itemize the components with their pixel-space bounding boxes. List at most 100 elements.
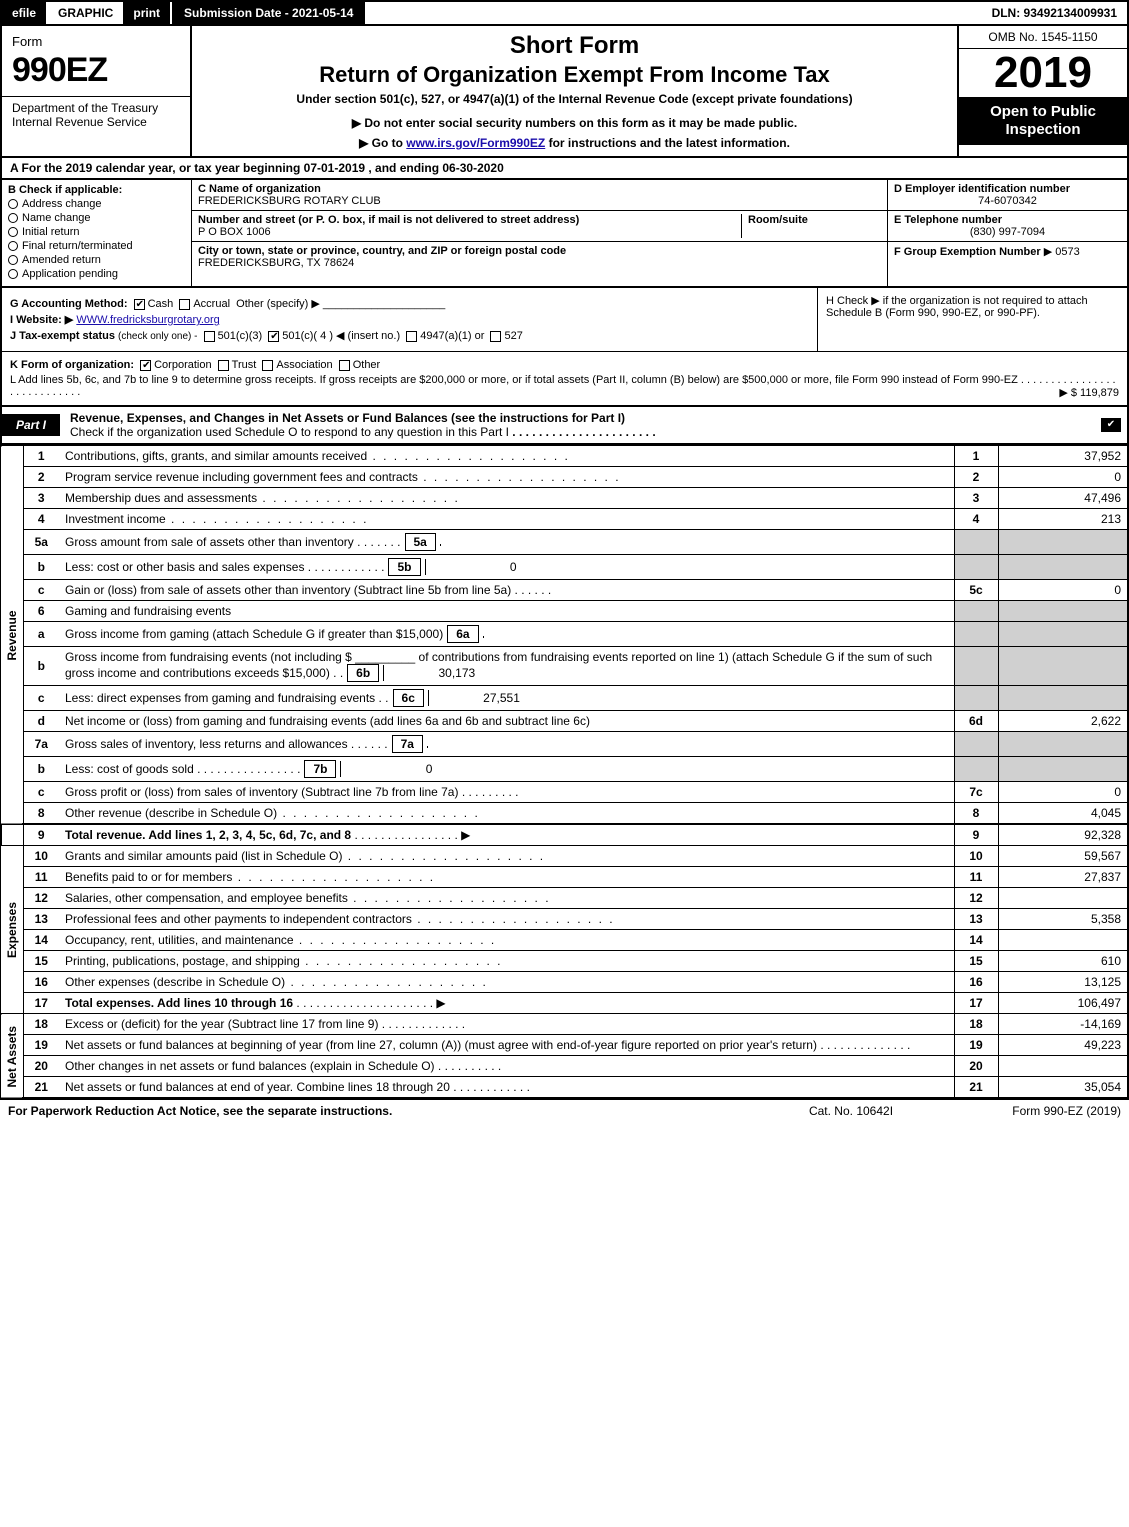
gross-receipts: ▶ $ 119,879: [1059, 386, 1119, 399]
table-row: 3Membership dues and assessments 347,496: [1, 488, 1128, 509]
chk-initial-return[interactable]: Initial return: [8, 226, 185, 238]
amt-2: 0: [998, 467, 1128, 488]
title-return: Return of Organization Exempt From Incom…: [212, 62, 937, 88]
goto-line: ▶ Go to www.irs.gov/Form990EZ for instru…: [212, 136, 937, 150]
table-row: 15Printing, publications, postage, and s…: [1, 951, 1128, 972]
table-row: 14Occupancy, rent, utilities, and mainte…: [1, 930, 1128, 951]
chk-application-pending[interactable]: Application pending: [8, 268, 185, 280]
chk-501c3[interactable]: [204, 331, 215, 342]
amt-9: 92,328: [998, 824, 1128, 846]
table-row: Expenses 10Grants and similar amounts pa…: [1, 846, 1128, 867]
table-row: 2Program service revenue including gover…: [1, 467, 1128, 488]
chk-501c[interactable]: [268, 331, 279, 342]
table-row: 11Benefits paid to or for members1127,83…: [1, 867, 1128, 888]
org-city: FREDERICKSBURG, TX 78624: [198, 257, 354, 269]
row-g: G Accounting Method: Cash Accrual Other …: [10, 297, 809, 310]
table-row: 16Other expenses (describe in Schedule O…: [1, 972, 1128, 993]
chk-final-return[interactable]: Final return/terminated: [8, 240, 185, 252]
amt-10: 59,567: [998, 846, 1128, 867]
table-row: 5a Gross amount from sale of assets othe…: [1, 530, 1128, 555]
table-row: 20Other changes in net assets or fund ba…: [1, 1056, 1128, 1077]
part1-header: Part I Revenue, Expenses, and Changes in…: [0, 407, 1129, 445]
table-row: cGain or (loss) from sale of assets othe…: [1, 580, 1128, 601]
org-name: FREDERICKSBURG ROTARY CLUB: [198, 195, 381, 207]
chk-cash[interactable]: [134, 299, 145, 310]
box-b: B Check if applicable: Address change Na…: [2, 180, 192, 286]
part1-badge: Part I: [2, 414, 60, 436]
row-j: J Tax-exempt status (check only one) - 5…: [10, 329, 809, 342]
table-row: Revenue 1 Contributions, gifts, grants, …: [1, 446, 1128, 467]
chk-corp[interactable]: [140, 360, 151, 371]
amt-12: [998, 888, 1128, 909]
part1-table: Revenue 1 Contributions, gifts, grants, …: [0, 445, 1129, 1099]
amt-11: 27,837: [998, 867, 1128, 888]
amt-21: 35,054: [998, 1077, 1128, 1099]
amt-8: 4,045: [998, 803, 1128, 825]
amt-13: 5,358: [998, 909, 1128, 930]
footer-left: For Paperwork Reduction Act Notice, see …: [8, 1104, 761, 1118]
page-footer: For Paperwork Reduction Act Notice, see …: [0, 1099, 1129, 1122]
subamt-6b: 30,173: [383, 665, 483, 681]
rows-kl: K Form of organization: Corporation Trus…: [0, 352, 1129, 407]
table-row: 8Other revenue (describe in Schedule O) …: [1, 803, 1128, 825]
open-inspection: Open to Public Inspection: [959, 97, 1127, 145]
website-link[interactable]: WWW.fredricksburgrotary.org: [76, 314, 219, 326]
efile-button[interactable]: efile: [2, 2, 48, 24]
submission-date: Submission Date - 2021-05-14: [172, 2, 365, 24]
table-row: Net Assets 18Excess or (deficit) for the…: [1, 1014, 1128, 1035]
table-row: 7a Gross sales of inventory, less return…: [1, 732, 1128, 757]
box-c: C Name of organization FREDERICKSBURG RO…: [192, 180, 887, 286]
table-row: 17Total expenses. Add lines 10 through 1…: [1, 993, 1128, 1014]
irs-link[interactable]: www.irs.gov/Form990EZ: [406, 136, 545, 150]
dept-treasury: Department of the Treasury Internal Reve…: [2, 96, 190, 133]
info-grid: B Check if applicable: Address change Na…: [0, 180, 1129, 288]
row-h: H Check ▶ if the organization is not req…: [817, 288, 1127, 351]
amt-19: 49,223: [998, 1035, 1128, 1056]
chk-accrual[interactable]: [179, 299, 190, 310]
amt-18: -14,169: [998, 1014, 1128, 1035]
table-row: a Gross income from gaming (attach Sched…: [1, 622, 1128, 647]
subamt-6c: 27,551: [428, 690, 528, 706]
subamt-5b: 0: [425, 559, 525, 575]
table-row: 4Investment income 4213: [1, 509, 1128, 530]
box-def: D Employer identification number 74-6070…: [887, 180, 1127, 286]
chk-4947[interactable]: [406, 331, 417, 342]
amt-4: 213: [998, 509, 1128, 530]
amt-7c: 0: [998, 782, 1128, 803]
chk-527[interactable]: [490, 331, 501, 342]
table-row: 12Salaries, other compensation, and empl…: [1, 888, 1128, 909]
print-button[interactable]: print: [123, 2, 172, 24]
line-a-taxyear: A For the 2019 calendar year, or tax yea…: [0, 158, 1129, 180]
amt-20: [998, 1056, 1128, 1077]
chk-trust[interactable]: [218, 360, 229, 371]
table-row: 9Total revenue. Add lines 1, 2, 3, 4, 5c…: [1, 824, 1128, 846]
row-l: L Add lines 5b, 6c, and 7b to line 9 to …: [10, 374, 1119, 398]
revenue-side-label: Revenue: [1, 446, 23, 825]
form-header: Form 990EZ Department of the Treasury In…: [0, 26, 1129, 158]
rows-ghij: G Accounting Method: Cash Accrual Other …: [0, 288, 1129, 352]
chk-name-change[interactable]: Name change: [8, 212, 185, 224]
table-row: cGross profit or (loss) from sales of in…: [1, 782, 1128, 803]
chk-assoc[interactable]: [262, 360, 273, 371]
form-word: Form: [2, 26, 190, 51]
ein-value: 74-6070342: [894, 195, 1121, 207]
part1-scheduleo-chk[interactable]: ✔: [1101, 418, 1121, 432]
org-address: P O BOX 1006: [198, 226, 271, 238]
table-row: b Gross income from fundraising events (…: [1, 647, 1128, 686]
table-row: 21Net assets or fund balances at end of …: [1, 1077, 1128, 1099]
footer-formref: Form 990-EZ (2019): [941, 1104, 1121, 1118]
table-row: 6Gaming and fundraising events: [1, 601, 1128, 622]
amt-17: 106,497: [998, 993, 1128, 1014]
amt-6d: 2,622: [998, 711, 1128, 732]
amt-1: 37,952: [998, 446, 1128, 467]
dln-label: DLN: 93492134009931: [982, 2, 1127, 24]
chk-amended[interactable]: Amended return: [8, 254, 185, 266]
chk-address-change[interactable]: Address change: [8, 198, 185, 210]
ssn-warning: ▶ Do not enter social security numbers o…: [212, 116, 937, 130]
title-short-form: Short Form: [212, 32, 937, 60]
row-i: I Website: ▶ WWW.fredricksburgrotary.org: [10, 313, 809, 326]
netassets-side-label: Net Assets: [1, 1014, 23, 1099]
chk-other-org[interactable]: [339, 360, 350, 371]
amt-5c: 0: [998, 580, 1128, 601]
expenses-side-label: Expenses: [1, 846, 23, 1014]
